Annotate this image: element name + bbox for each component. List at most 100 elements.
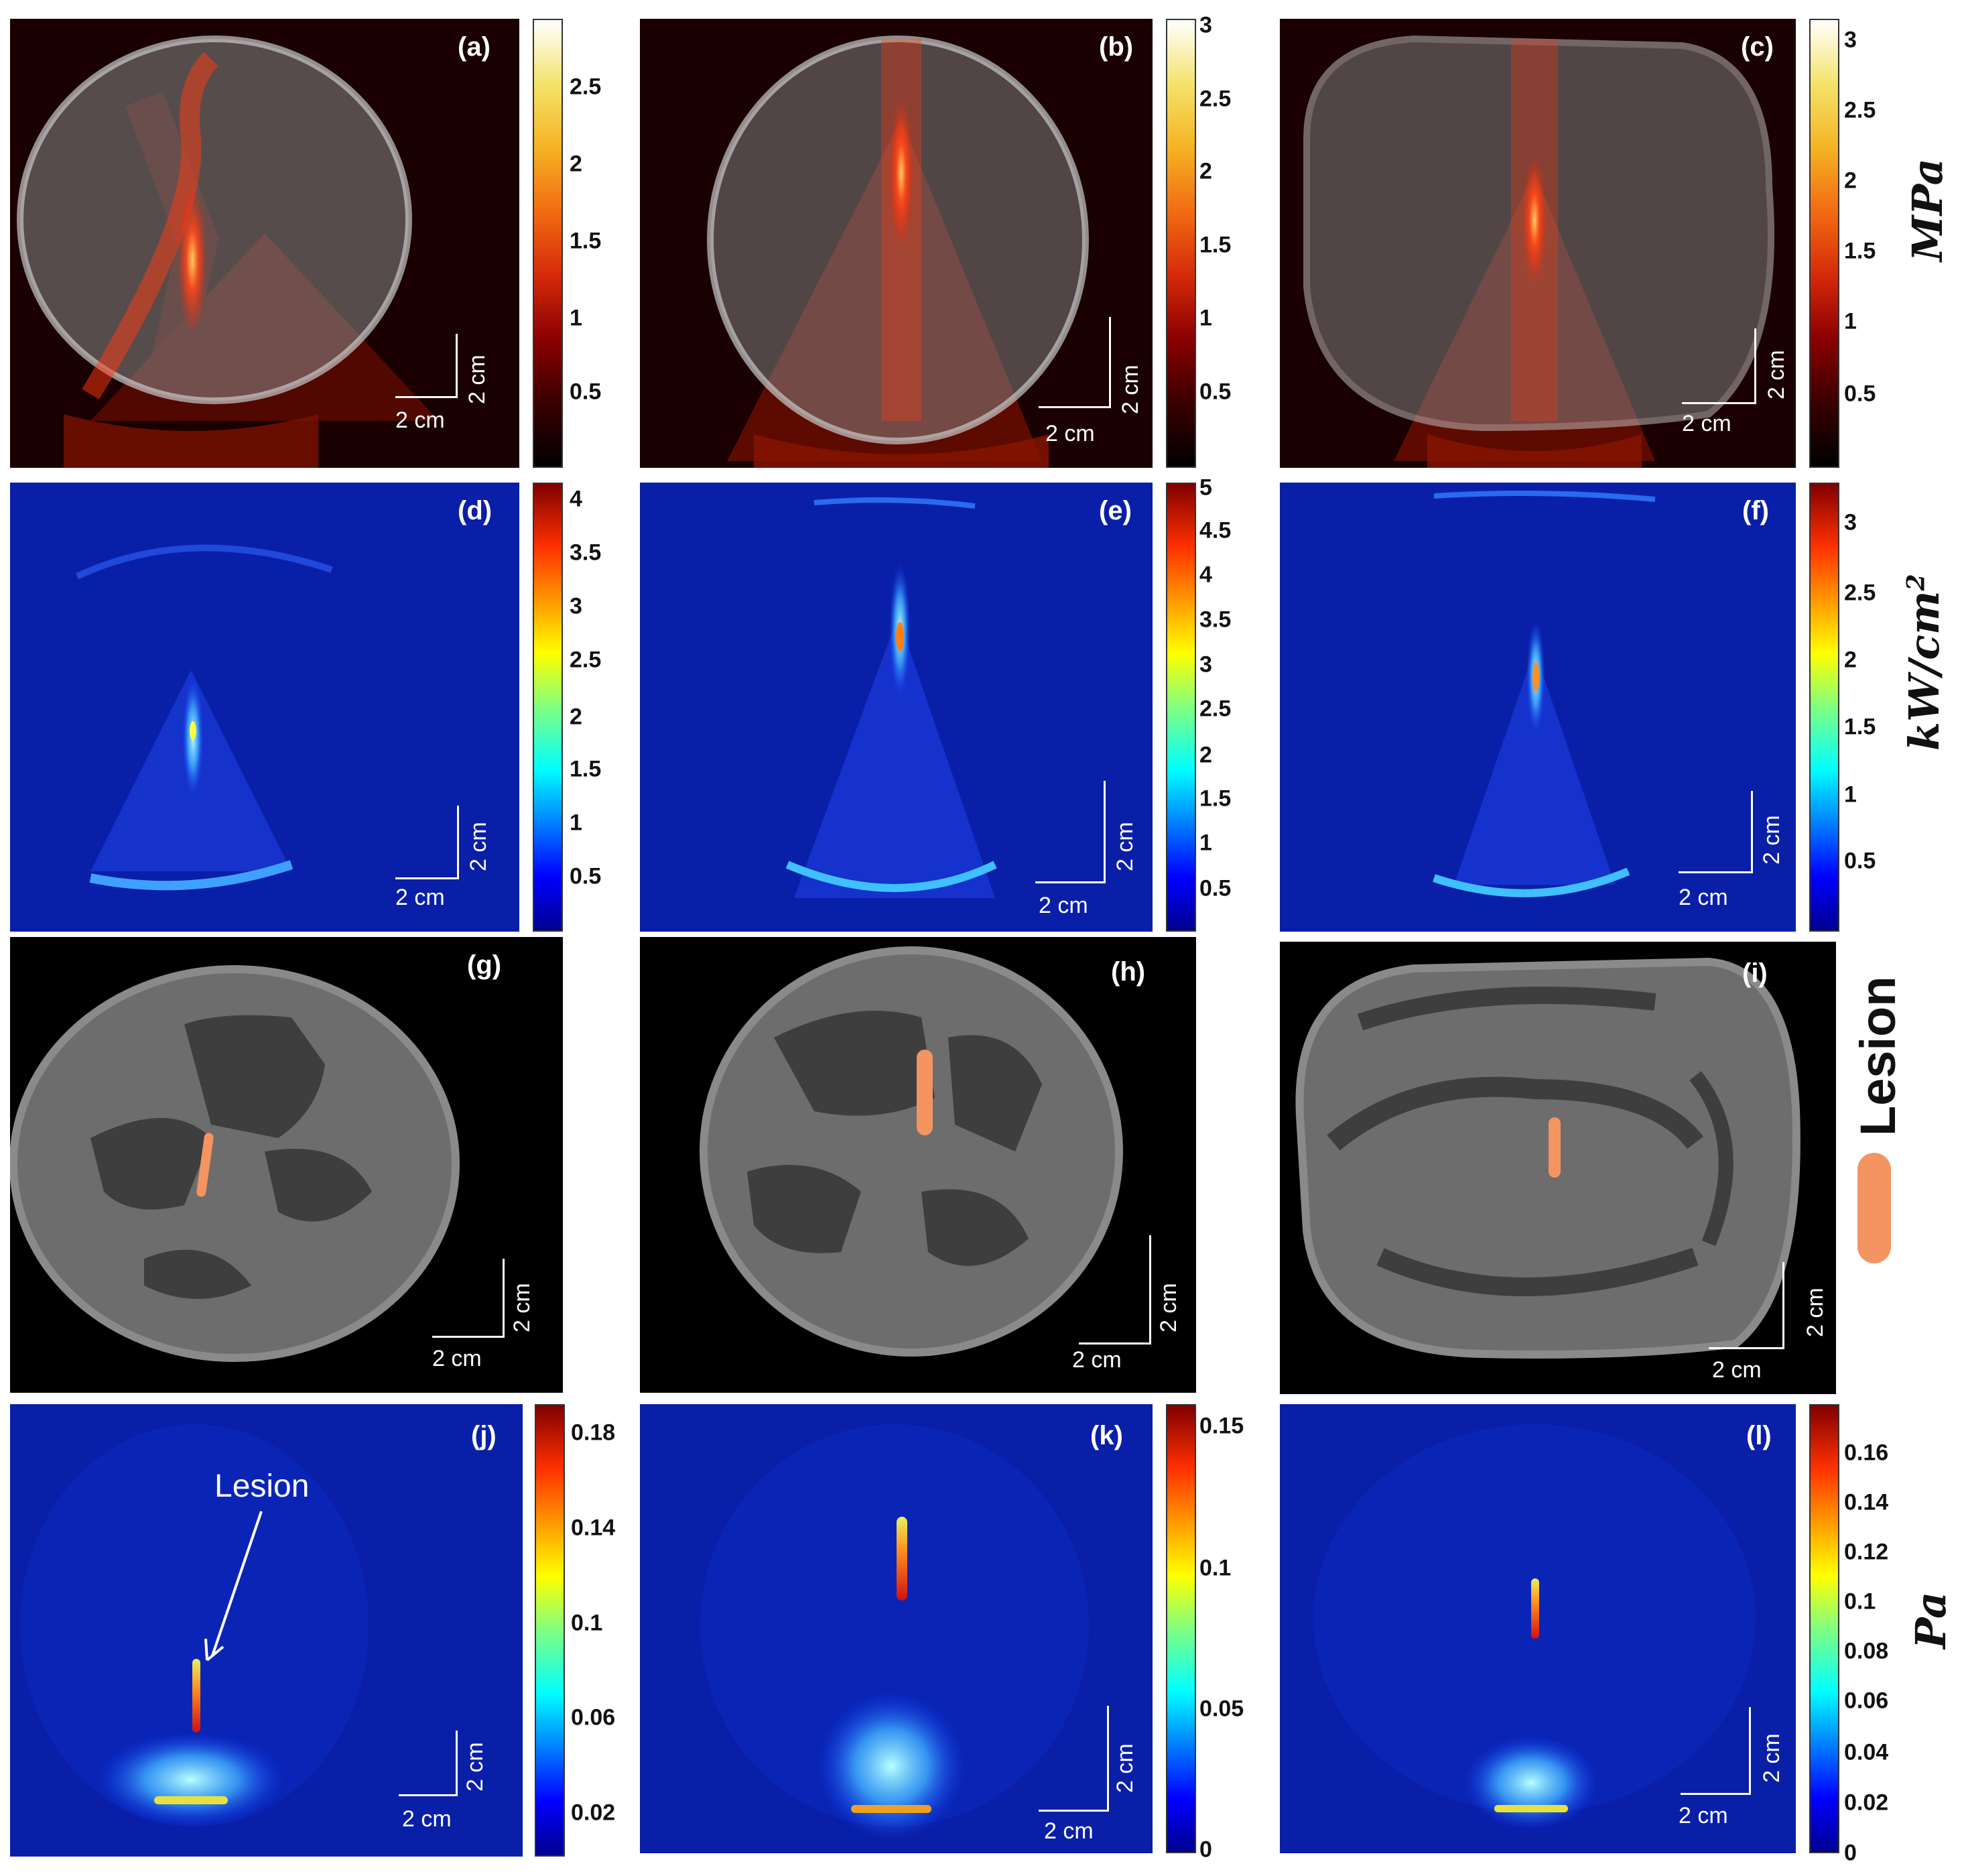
pressure-lesion-image — [10, 1404, 523, 1857]
panel-b: (b) 2 cm 2 cm — [640, 19, 1153, 468]
tick: 2 — [1199, 742, 1212, 768]
tick: 0.1 — [571, 1610, 603, 1636]
scale-bar-x-label: 2 cm — [395, 885, 445, 910]
tick: 0.15 — [1199, 1413, 1244, 1439]
scale-bar-x-label: 2 cm — [1679, 885, 1728, 910]
panel-label: (f) — [1742, 496, 1769, 525]
panel-label: (e) — [1099, 496, 1132, 525]
pressure-lesion-image — [640, 1404, 1153, 1853]
colorbar-f — [1809, 483, 1839, 932]
tick: 4 — [570, 486, 582, 512]
tick: 3 — [1199, 12, 1212, 38]
tick: 2.5 — [1844, 97, 1876, 123]
colorbar-e — [1166, 483, 1196, 932]
lesion-legend-swatch — [1857, 1153, 1891, 1263]
tick: 3 — [1199, 651, 1212, 678]
intensity-field-image — [640, 483, 1153, 932]
colorbar-c — [1809, 19, 1839, 468]
scale-bar — [1039, 317, 1111, 408]
tick: 0.02 — [571, 1800, 616, 1826]
tick: 0.05 — [1199, 1696, 1244, 1722]
scale-bar — [1681, 1707, 1751, 1795]
tick: 4.5 — [1199, 517, 1232, 544]
scale-bar-y-label: 2 cm — [1759, 1733, 1784, 1783]
tick: 3.5 — [1199, 607, 1232, 633]
scale-bar-x-label: 2 cm — [1044, 1818, 1094, 1844]
colorbar-a — [533, 19, 563, 468]
tick: 0 — [1199, 1836, 1212, 1863]
panel-label: (i) — [1742, 958, 1768, 988]
scale-bar-y-label: 2 cm — [1803, 1288, 1828, 1337]
panel-g: (g) 2 cm 2 cm — [10, 937, 563, 1393]
tick: 2.5 — [570, 74, 602, 100]
tick: 1.5 — [1199, 786, 1232, 812]
panel-i: (i) 2 cm 2 cm — [1280, 942, 1836, 1394]
tick: 1.5 — [570, 756, 602, 782]
tick: 2 — [570, 704, 582, 730]
tissue-image — [640, 937, 1196, 1393]
tissue-image — [10, 937, 563, 1393]
tick: 0.5 — [1844, 848, 1876, 874]
pressure-lesion-image — [1280, 1404, 1796, 1853]
tick: 3 — [1844, 27, 1857, 53]
tick: 0.06 — [1844, 1688, 1889, 1714]
scale-bar-y-label: 2 cm — [1118, 365, 1143, 414]
tick: 1 — [1199, 830, 1212, 856]
scale-bar — [1682, 328, 1756, 404]
tick: 0.14 — [1844, 1489, 1889, 1515]
tick: 4 — [1199, 562, 1212, 588]
panel-label: (c) — [1741, 32, 1774, 62]
tick: 0.5 — [570, 379, 602, 405]
scale-bar-x-label: 2 cm — [1072, 1347, 1122, 1373]
colorbar-k — [1166, 1404, 1196, 1853]
scale-bar — [395, 334, 458, 398]
tick: 0.14 — [571, 1515, 616, 1541]
scale-bar-y-label: 2 cm — [509, 1283, 535, 1332]
scale-bar-x-label: 2 cm — [1039, 893, 1088, 918]
tick: 3 — [1844, 509, 1857, 536]
scale-bar — [1039, 1706, 1109, 1812]
lesion-legend-label: Lesion — [1850, 976, 1906, 1136]
unit-exponent: 2 — [1902, 574, 1930, 591]
panel-c: (c) 2 cm 2 cm — [1280, 19, 1796, 468]
panel-j: (j) Lesion 2 cm 2 cm — [10, 1404, 523, 1857]
tick: 0.18 — [571, 1420, 616, 1446]
colorbar-l — [1809, 1404, 1839, 1853]
scale-bar — [1079, 1235, 1151, 1345]
panel-label: (d) — [458, 496, 493, 525]
scale-bar — [395, 806, 459, 879]
panel-label: (k) — [1090, 1421, 1123, 1450]
pressure-field-image — [640, 19, 1153, 468]
panel-label: (j) — [471, 1421, 497, 1450]
tick: 2 — [1199, 158, 1212, 184]
tick: 5 — [1199, 475, 1212, 501]
scale-bar-x-label: 2 cm — [395, 408, 445, 433]
lesion-arrow — [204, 1511, 263, 1662]
intensity-field-image — [1280, 483, 1796, 932]
tick: 2 — [1844, 168, 1857, 194]
tick: 2.5 — [570, 647, 602, 673]
panel-h: (h) 2 cm 2 cm — [640, 937, 1196, 1393]
tick: 3 — [570, 593, 582, 619]
tick: 1 — [1844, 308, 1857, 334]
scale-bar — [1035, 781, 1106, 883]
tick: 0.1 — [1844, 1588, 1876, 1615]
colorbar-j — [535, 1404, 565, 1857]
tick: 0.1 — [1199, 1555, 1232, 1581]
scale-bar-y-label: 2 cm — [466, 822, 491, 871]
tick: 1.5 — [1844, 238, 1876, 264]
panel-a: (a) 2 cm 2 cm — [10, 19, 519, 468]
unit-label-mpa: MPa — [1903, 158, 1952, 261]
scale-bar — [432, 1259, 505, 1338]
tick: 2 — [1844, 647, 1857, 673]
scale-bar-y-label: 2 cm — [462, 1742, 488, 1792]
scale-bar — [1679, 791, 1753, 873]
panel-label: (b) — [1099, 32, 1134, 62]
tick: 0.5 — [1199, 875, 1232, 901]
scale-bar-y-label: 2 cm — [464, 355, 490, 404]
tick: 1.5 — [1199, 232, 1232, 258]
lesion-annotation: Lesion — [214, 1468, 310, 1504]
tick: 0.5 — [570, 863, 602, 889]
tick: 0.08 — [1844, 1638, 1889, 1664]
colorbar-d — [533, 483, 563, 932]
